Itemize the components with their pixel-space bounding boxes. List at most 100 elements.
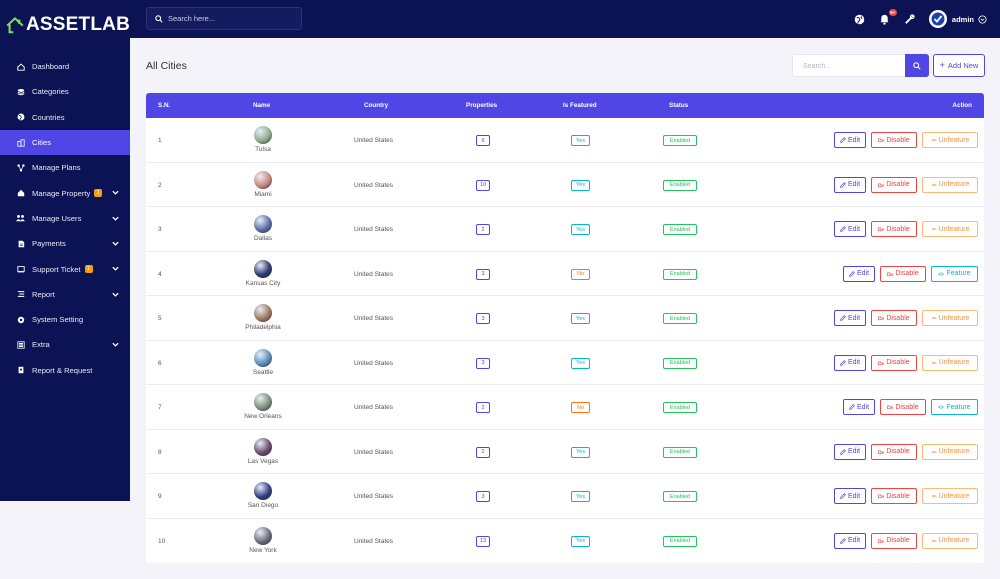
settings-icon [16,315,25,324]
edit-label: Edit [847,181,861,188]
sidebar-item-payments[interactable]: Payments [0,231,130,256]
chevron-down-icon [112,241,119,246]
disable-button[interactable]: Disable [880,399,926,415]
sidebar-item-support-ticket[interactable]: Support Ticket 1 [0,256,130,281]
plus-icon: + [939,60,945,70]
sidebar-item-manage-plans[interactable]: Manage Plans [0,155,130,180]
user-avatar[interactable] [928,10,947,28]
sidebar-item-label: Support Ticket [32,264,81,274]
edit-button[interactable]: Edit [834,176,866,193]
unfeature-button[interactable]: Unfeature [922,532,978,549]
unfeature-button[interactable]: Unfeature [922,488,978,504]
sidebar-item-report-request[interactable]: Report & Request [0,358,130,383]
pencil-icon [840,493,846,499]
city-thumbnail [254,170,272,189]
row-sn: 1 [158,137,162,144]
disable-button[interactable]: Disable [871,176,917,193]
sidebar-item-countries[interactable]: Countries [0,105,130,130]
disable-icon [878,316,885,321]
disable-button[interactable]: Disable [880,265,926,282]
edit-button[interactable]: Edit [834,221,866,237]
city-search-button[interactable] [905,54,929,77]
row-sn: 8 [158,448,162,456]
disable-label: Disable [886,492,910,500]
unfeature-button[interactable]: Unfeature [922,132,978,148]
unfeature-label: Unfeature [938,537,970,544]
sidebar-item-cities[interactable]: Cities [0,129,130,156]
edit-button[interactable]: Edit [834,132,866,148]
unfeature-label: Unfeature [938,225,970,233]
row-sn: 2 [158,181,162,189]
notification-bell-icon[interactable]: 9+ [879,9,897,25]
featured-badge: Yes [571,135,590,146]
city-name: New Orleans [244,413,282,420]
pencil-icon [840,137,846,143]
sidebar-item-label: System Setting [32,315,84,325]
pencil-icon [849,404,855,410]
unfeature-button[interactable]: Unfeature [922,354,978,371]
request-icon [16,366,25,375]
edit-button[interactable]: Edit [834,310,866,326]
ticket-icon [16,265,25,274]
edit-button[interactable]: Edit [843,265,875,282]
header-featured: Is Featured [563,102,597,109]
properties-count-badge: 6 [476,135,490,146]
featured-badge: Yes [571,535,590,547]
city-name: Dallas [253,235,273,242]
city-cell: San Diego [242,482,284,509]
city-name: Seattle [252,368,274,376]
unfeature-button[interactable]: Unfeature [922,176,978,193]
brand-logo[interactable]: ASSETLAB [0,0,130,50]
edit-label: Edit [856,270,870,277]
disable-button[interactable]: Disable [871,532,917,549]
header-action: Action [952,102,972,109]
edit-button[interactable]: Edit [834,488,866,504]
unfeature-label: Unfeature [938,492,970,500]
city-search[interactable] [792,54,929,77]
sidebar-item-categories[interactable]: Categories [0,79,130,104]
brand-name: ASSETLAB [26,14,130,35]
tools-icon[interactable] [904,13,916,25]
country-name: United States [354,537,394,545]
disable-button[interactable]: Disable [871,488,917,504]
table-body: 1 Tulsa United States 6 Yes Enabled Edit Disabl… [146,118,984,563]
unfeature-button[interactable]: Unfeature [922,443,978,460]
city-cell: New York [242,526,284,554]
edit-button[interactable]: Edit [843,399,875,415]
country-name: United States [354,181,394,189]
disable-button[interactable]: Disable [871,221,917,237]
table-row: 6 Seattle United States 3 Yes Enabled Edit Disa… [146,341,984,385]
unfeature-icon [931,450,937,453]
disable-button[interactable]: Disable [871,310,917,326]
unfeature-button[interactable]: Unfeature [922,221,978,237]
global-search-input[interactable] [168,14,288,23]
admin-username[interactable]: admin [951,14,974,24]
sidebar-item-extra[interactable]: Extra [0,332,130,357]
disable-button[interactable]: Disable [871,443,917,460]
sidebar-item-system-setting[interactable]: System Setting [0,307,130,332]
search-icon [155,14,163,23]
feature-button[interactable]: Feature [931,265,978,282]
sidebar-item-report[interactable]: Report [0,282,130,307]
city-search-input[interactable] [793,56,928,77]
country-name: United States [354,226,394,233]
edit-label: Edit [847,492,861,500]
sidebar-item-manage-users[interactable]: Manage Users [0,206,130,231]
unfeature-icon [931,316,937,320]
feature-button[interactable]: Feature [931,399,978,415]
sidebar-item-dashboard[interactable]: Dashboard [0,54,130,79]
property-icon [16,189,25,198]
edit-button[interactable]: Edit [834,354,866,371]
disable-button[interactable]: Disable [871,132,917,148]
add-new-button[interactable]: + Add New [933,54,985,77]
unfeature-button[interactable]: Unfeature [922,310,978,326]
admin-dropdown-icon[interactable] [978,14,987,24]
unfeature-icon [931,227,937,231]
edit-button[interactable]: Edit [834,443,866,460]
disable-button[interactable]: Disable [871,354,917,371]
sidebar-item-manage-property[interactable]: Manage Property 1 [0,180,130,205]
globe-icon[interactable] [854,13,866,25]
global-search[interactable] [146,7,302,30]
house-logo-icon [6,17,24,34]
edit-button[interactable]: Edit [834,532,866,549]
